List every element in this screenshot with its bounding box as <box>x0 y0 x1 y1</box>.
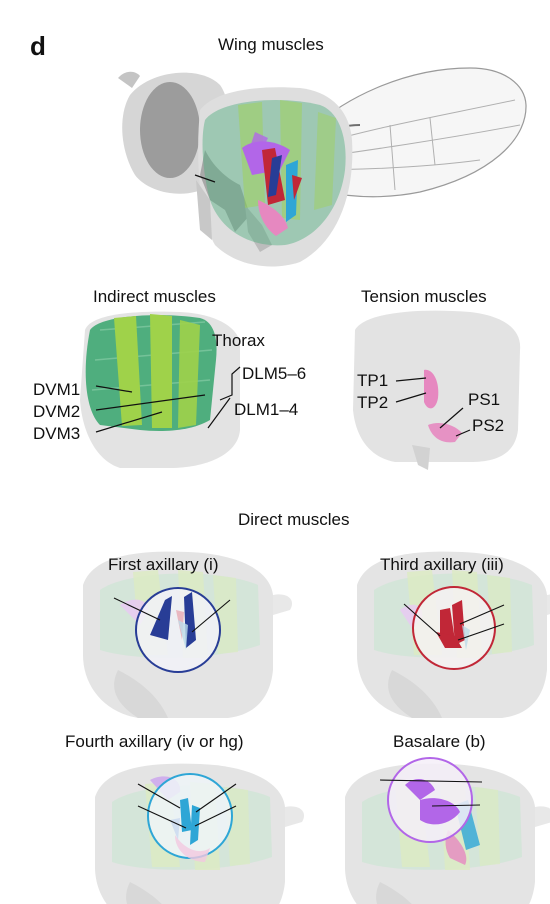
label-dvm1: DVM1 <box>33 380 81 399</box>
first-axillary-highlight <box>135 587 221 673</box>
first-axillary-title: First axillary (i) <box>108 555 219 574</box>
direct-muscles-title: Direct muscles <box>238 510 350 529</box>
indirect-muscles-title: Indirect muscles <box>93 287 216 306</box>
label-ps1: PS1 <box>468 390 501 409</box>
tension-muscles-diagram <box>353 310 521 470</box>
fourth-axillary-title: Fourth axillary (iv or hg) <box>65 732 244 751</box>
label-ps2: PS2 <box>472 416 505 435</box>
eye-shape <box>140 82 200 178</box>
tp-muscle <box>424 369 439 409</box>
label-tp2: TP2 <box>357 393 389 412</box>
panel-letter: d <box>30 31 46 61</box>
basalare-title: Basalare (b) <box>393 732 486 751</box>
label-thorax: Thorax <box>212 331 265 350</box>
label-dvm2: DVM2 <box>33 402 81 421</box>
wing-muscles-title: Wing muscles <box>218 35 324 54</box>
dvm-muscle-2 <box>150 314 172 428</box>
dvm-muscle-3 <box>178 320 200 428</box>
fly-illustration <box>118 67 527 267</box>
third-axillary-title: Third axillary (iii) <box>380 555 504 574</box>
third-axillary-diagram <box>357 551 550 718</box>
wing-shape <box>294 67 527 198</box>
basalare-diagram <box>345 757 550 904</box>
label-dlm1-4: DLM1–4 <box>234 400 299 419</box>
label-dvm3: DVM3 <box>33 424 81 443</box>
label-tp1: TP1 <box>357 371 389 390</box>
tension-muscles-title: Tension muscles <box>361 287 487 306</box>
first-axillary-diagram <box>83 551 293 718</box>
fourth-axillary-diagram <box>95 763 305 904</box>
ps-muscle <box>428 422 462 443</box>
indirect-muscles-diagram <box>80 311 241 468</box>
dvm-muscle-1 <box>114 316 142 426</box>
label-dlm5-6: DLM5–6 <box>242 364 307 383</box>
